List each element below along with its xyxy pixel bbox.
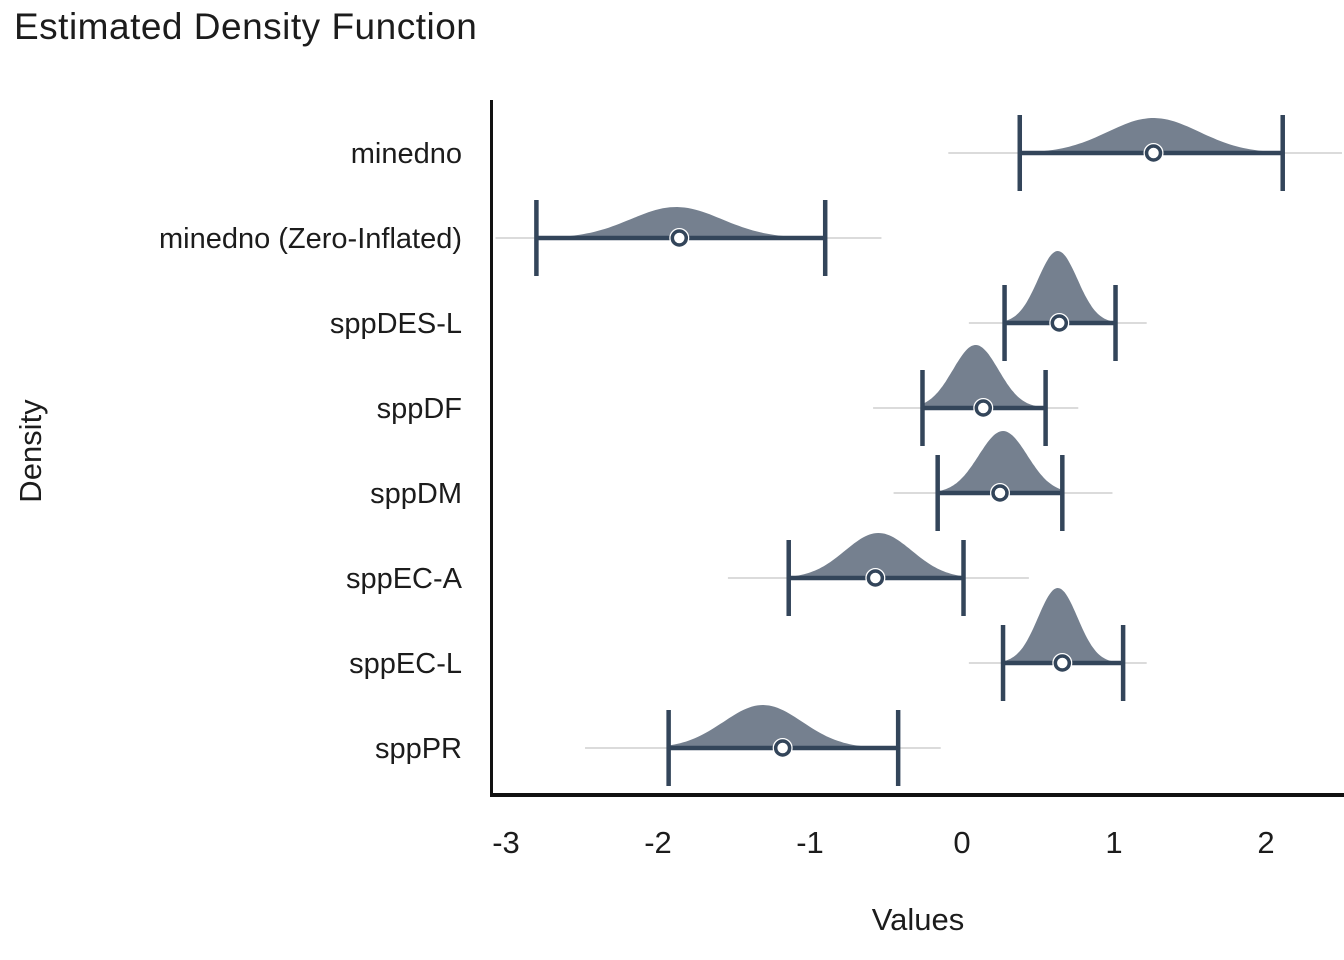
point-marker xyxy=(670,229,689,247)
density-curve xyxy=(668,705,899,748)
category-label: sppDES-L xyxy=(330,308,462,340)
category-label: sppDF xyxy=(377,393,462,425)
point-marker xyxy=(1050,314,1069,332)
category-label: sppPR xyxy=(375,733,462,765)
x-tick-label: 2 xyxy=(1257,825,1274,860)
point-marker xyxy=(974,399,993,417)
x-tick-label: 0 xyxy=(953,825,970,860)
category-label: minedno xyxy=(351,138,462,170)
density-row: sppPR xyxy=(375,705,941,786)
density-row: minedno (Zero-Inflated) xyxy=(159,200,882,276)
density-row: minedno xyxy=(351,115,1342,191)
density-row: sppDM xyxy=(370,431,1113,531)
chart-title: Estimated Density Function xyxy=(14,6,478,47)
point-marker xyxy=(1053,654,1072,672)
category-label: sppEC-L xyxy=(349,648,462,680)
y-axis-title: Density xyxy=(13,399,48,503)
point-marker xyxy=(991,484,1009,502)
density-row: sppEC-A xyxy=(346,533,1029,616)
x-axis-title: Values xyxy=(871,902,965,937)
density-row: sppDF xyxy=(377,345,1079,446)
point-marker xyxy=(1144,144,1163,162)
density-curve xyxy=(1003,588,1124,663)
density-curve xyxy=(922,345,1046,408)
x-tick-label: 1 xyxy=(1105,825,1122,860)
density-curve xyxy=(788,533,964,578)
category-label: sppDM xyxy=(370,478,462,510)
point-marker xyxy=(866,569,885,587)
category-label: sppEC-A xyxy=(346,563,463,595)
x-tick-label: -2 xyxy=(644,825,672,860)
x-tick-label: -3 xyxy=(492,825,520,860)
density-curve xyxy=(536,207,826,238)
category-label: minedno (Zero-Inflated) xyxy=(159,223,462,255)
density-row: sppDES-L xyxy=(330,251,1147,361)
density-curve xyxy=(1004,251,1116,323)
density-curve xyxy=(1019,118,1283,153)
density-curve xyxy=(937,431,1063,493)
x-tick-label: -1 xyxy=(796,825,824,860)
point-marker xyxy=(773,739,792,757)
density-row: sppEC-L xyxy=(349,588,1147,701)
